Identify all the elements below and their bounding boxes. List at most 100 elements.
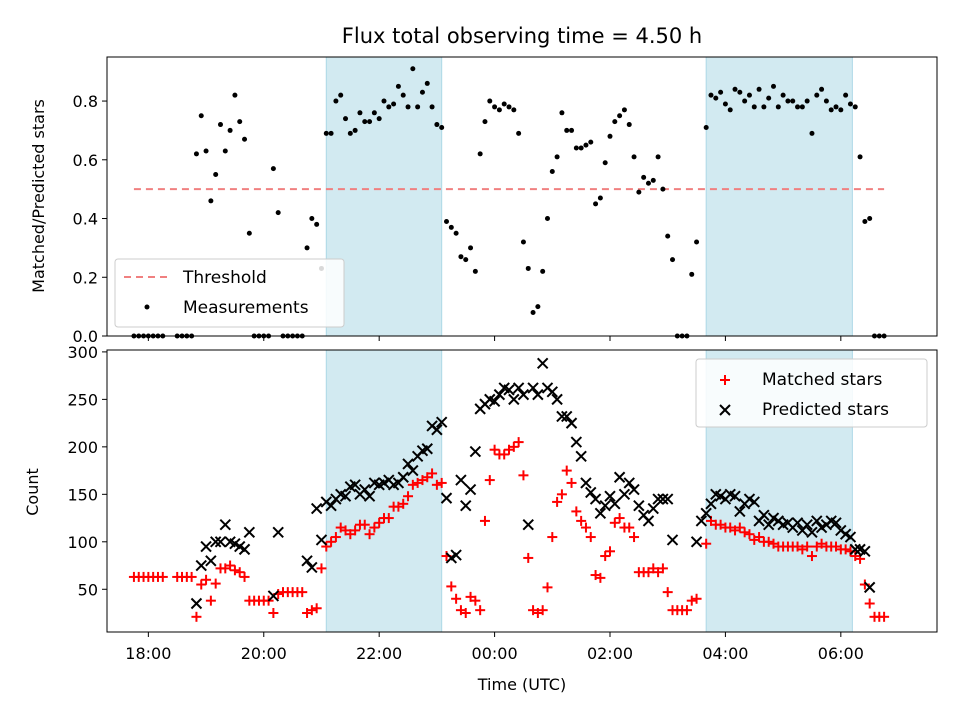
predicted-star-point <box>791 517 804 529</box>
predicted-star-point <box>546 386 559 398</box>
measurement-point <box>439 124 445 130</box>
measurement-point <box>371 110 377 116</box>
measurement-point <box>540 268 546 274</box>
predicted-star-point <box>431 424 443 436</box>
measurement-point <box>665 233 671 239</box>
bottom-y-tick-label: 300 <box>67 343 98 362</box>
bottom-legend: Matched stars Predicted stars <box>695 358 928 428</box>
matched-star-point <box>879 611 890 622</box>
matched-star-point <box>523 552 534 563</box>
bottom-panel: 50 100 150 200 250 300 18:00 20:00 22:00 00:00 02:… <box>23 343 938 694</box>
predicted-star-point <box>556 410 568 423</box>
matched-star-point <box>739 527 750 538</box>
measurement-point <box>718 89 724 95</box>
measurement-point <box>641 174 647 180</box>
measurement-point <box>621 107 627 113</box>
measurement-point <box>535 304 541 310</box>
bottom-y-tick-label: 50 <box>78 580 98 599</box>
predicted-star-point <box>512 382 525 394</box>
matched-star-point <box>196 579 207 590</box>
measurement-point <box>573 145 579 151</box>
measurement-point <box>799 104 805 110</box>
top-y-tick-label: 0.8 <box>73 92 98 111</box>
measurement-point <box>833 104 839 110</box>
predicted-star-point <box>517 388 530 401</box>
measurement-point <box>333 98 339 104</box>
predicted-star-point <box>811 515 823 527</box>
measurement-point <box>323 130 329 136</box>
measurement-point <box>617 113 623 119</box>
predicted-star-point <box>407 464 419 477</box>
predicted-star-point <box>200 540 212 553</box>
predicted-star-point <box>306 561 318 574</box>
matched-star-point <box>451 593 462 604</box>
predicted-star-point <box>585 486 597 499</box>
measurement-point <box>357 110 363 116</box>
matched-star-point <box>701 538 712 549</box>
measurement-point <box>694 239 700 245</box>
predicted-star-point <box>205 555 217 567</box>
measurement-point <box>275 210 281 216</box>
matched-star-point <box>489 444 500 455</box>
predicted-star-point <box>695 515 708 527</box>
measurement-point <box>237 119 243 125</box>
legend-threshold-label: Threshold <box>182 268 267 288</box>
predicted-star-point <box>532 388 544 401</box>
measurement-point <box>650 177 656 183</box>
measurement-points <box>131 66 887 339</box>
predicted-star-point <box>325 500 337 512</box>
predicted-star-point <box>310 502 323 515</box>
matched-stars-points <box>128 437 890 622</box>
matched-star-point <box>205 595 216 606</box>
matched-star-point <box>268 608 279 619</box>
measurement-point <box>775 104 781 110</box>
measurement-point <box>222 148 228 154</box>
measurement-point <box>453 230 459 236</box>
predicted-star-point <box>397 471 409 483</box>
measurement-point <box>544 216 550 222</box>
matched-star-point <box>542 582 553 593</box>
predicted-star-point <box>666 534 679 546</box>
measurement-point <box>530 310 536 316</box>
measurement-point <box>193 151 199 157</box>
matched-star-point <box>681 605 692 616</box>
predicted-star-point <box>801 518 813 531</box>
matched-star-point <box>436 477 447 488</box>
predicted-star-point <box>190 597 203 610</box>
measurement-point <box>458 254 464 260</box>
legend-predicted-marker <box>719 404 731 416</box>
matched-star-point <box>364 529 375 540</box>
top-legend-box <box>114 258 345 328</box>
predicted-star-point <box>402 458 414 470</box>
matched-star-point <box>614 513 625 524</box>
predicted-star-point <box>642 515 655 527</box>
measurement-point <box>843 92 849 98</box>
measurement-point <box>463 257 469 263</box>
predicted-star-point <box>363 490 376 502</box>
measurement-point <box>645 180 651 186</box>
matched-star-point <box>234 567 245 578</box>
measurement-point <box>386 104 392 110</box>
measurement-point <box>400 92 406 98</box>
x-tick-label: 18:00 <box>125 644 171 663</box>
matched-star-point <box>326 536 337 547</box>
measurement-point <box>742 98 748 104</box>
measurement-point <box>347 130 353 136</box>
predicted-star-point <box>195 559 207 572</box>
measurement-point <box>602 160 608 166</box>
matched-star-point <box>657 563 668 574</box>
matched-star-point <box>508 441 519 452</box>
measurement-point <box>636 189 642 195</box>
matched-star-point <box>605 546 616 557</box>
predicted-star-point <box>450 549 462 561</box>
predicted-star-point <box>758 509 770 521</box>
matched-star-point <box>499 449 510 460</box>
measurement-point <box>626 122 632 128</box>
matched-star-point <box>359 519 370 530</box>
matched-star-point <box>398 498 409 509</box>
measurement-point <box>309 216 315 222</box>
bottom-y-tick-label: 100 <box>67 533 98 552</box>
measurement-point <box>588 139 594 145</box>
x-tick-label: 02:00 <box>587 644 633 663</box>
